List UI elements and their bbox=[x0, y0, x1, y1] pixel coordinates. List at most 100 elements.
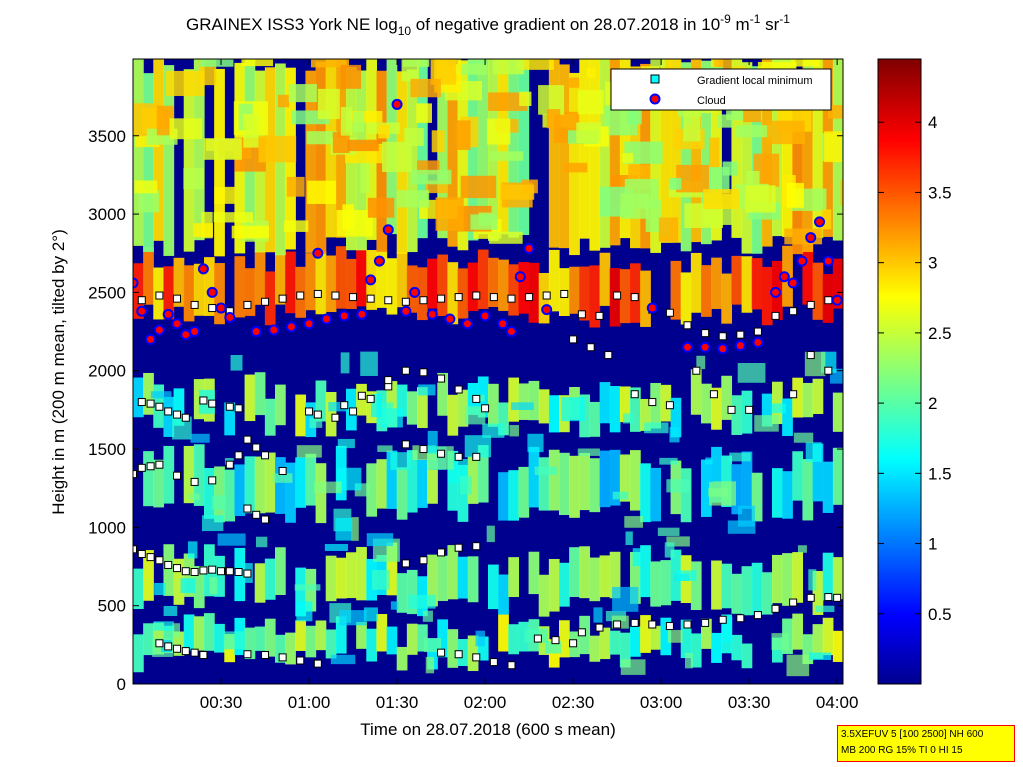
heatmap-cell bbox=[690, 252, 702, 313]
colorbar-tick-label: 3.5 bbox=[928, 183, 952, 202]
heatmap-cell bbox=[745, 185, 776, 213]
heatmap-cell bbox=[822, 552, 834, 601]
heatmap-cell bbox=[397, 190, 430, 208]
heatmap-cell bbox=[612, 491, 629, 500]
heatmap-cell bbox=[782, 398, 793, 436]
heatmap-cell bbox=[528, 446, 540, 508]
heatmap-cell bbox=[376, 614, 388, 652]
gradient-minimum-marker bbox=[665, 308, 674, 317]
heatmap-cell bbox=[489, 151, 524, 161]
heatmap-cell bbox=[488, 92, 528, 111]
gradient-minimum-marker bbox=[313, 289, 322, 298]
heatmap-cell bbox=[822, 617, 834, 656]
legend-marker-cloud bbox=[649, 93, 661, 105]
heatmap-cell bbox=[386, 450, 398, 509]
heatmap-cell bbox=[589, 401, 601, 437]
cloud-marker bbox=[162, 308, 174, 320]
heatmap-cell bbox=[741, 256, 753, 313]
heatmap-cell bbox=[335, 557, 347, 599]
gradient-minimum-marker bbox=[789, 390, 798, 399]
gradient-minimum-marker bbox=[252, 510, 261, 519]
heatmap-cell bbox=[721, 375, 733, 420]
heatmap-cell bbox=[437, 555, 449, 601]
heatmap-cell bbox=[486, 525, 495, 543]
heatmap-cell bbox=[609, 630, 621, 655]
gradient-minimum-marker bbox=[208, 304, 217, 313]
heatmap-cell bbox=[307, 180, 337, 205]
heatmap-cell bbox=[163, 605, 178, 616]
heatmap-cell bbox=[782, 471, 793, 519]
heatmap-cell bbox=[802, 382, 814, 418]
gradient-minimum-marker bbox=[331, 291, 340, 300]
gradient-minimum-marker bbox=[243, 569, 252, 578]
heatmap-cell bbox=[467, 556, 479, 603]
heatmap-cell bbox=[386, 258, 398, 315]
heatmap-cell bbox=[579, 452, 591, 511]
heatmap-cell bbox=[214, 466, 225, 523]
gradient-minimum-marker bbox=[709, 390, 718, 399]
gradient-minimum-marker bbox=[437, 548, 446, 557]
cloud-marker bbox=[171, 318, 183, 330]
gradient-minimum-marker bbox=[296, 291, 305, 300]
heatmap-cell bbox=[376, 250, 388, 308]
gradient-minimum-marker bbox=[454, 385, 463, 394]
heatmap-cell bbox=[577, 448, 600, 456]
heatmap-cell bbox=[363, 607, 378, 622]
gradient-minimum-marker bbox=[736, 330, 745, 339]
heatmap-cell bbox=[619, 269, 631, 324]
heatmap-cell bbox=[518, 262, 530, 314]
cloud-marker bbox=[250, 326, 262, 338]
y-tick-label: 0 bbox=[117, 675, 126, 694]
heatmap-cell bbox=[396, 467, 408, 520]
heatmap-cell bbox=[619, 632, 631, 668]
heatmap-cell bbox=[169, 118, 203, 140]
heatmap-cell bbox=[660, 617, 672, 656]
heatmap-cell bbox=[518, 466, 530, 518]
heatmap-cell bbox=[418, 384, 436, 396]
gradient-minimum-marker bbox=[137, 398, 146, 407]
heatmap-cell bbox=[832, 557, 843, 600]
heatmap-cell bbox=[786, 654, 810, 677]
heatmap-cell bbox=[722, 161, 738, 176]
heatmap-cell bbox=[772, 381, 783, 424]
heatmap-cell bbox=[620, 193, 650, 219]
heatmap-cell bbox=[792, 613, 804, 650]
heatmap-cell bbox=[751, 562, 763, 616]
heatmap-cell bbox=[183, 69, 195, 252]
heatmap-cell bbox=[258, 135, 297, 163]
heatmap-cell bbox=[396, 573, 408, 613]
heatmap-cell bbox=[664, 542, 675, 558]
gradient-minimum-marker bbox=[472, 291, 481, 300]
y-tick-label: 2000 bbox=[88, 362, 126, 381]
heatmap-cell bbox=[690, 369, 702, 415]
heatmap-cell bbox=[771, 403, 786, 414]
heatmap-cell bbox=[390, 601, 399, 610]
heatmap-cell bbox=[295, 394, 307, 437]
heatmap-cell bbox=[133, 263, 144, 319]
heatmap-cell bbox=[346, 552, 357, 599]
heatmap-cell bbox=[701, 265, 712, 317]
heatmap-cell bbox=[423, 638, 442, 653]
heatmap-cell bbox=[498, 574, 509, 615]
heatmap-cell bbox=[328, 402, 350, 412]
heatmap-cell bbox=[150, 391, 172, 399]
gradient-minimum-marker bbox=[489, 658, 498, 667]
heatmap-cell bbox=[708, 488, 729, 497]
heatmap-cell bbox=[509, 425, 519, 437]
heatmap-cell bbox=[264, 618, 276, 657]
heatmap-cell bbox=[670, 59, 682, 243]
heatmap-cell bbox=[244, 374, 256, 422]
heatmap-cell bbox=[812, 378, 824, 415]
y-axis-label: Height in m (200 m mean, tilted by 2°) bbox=[49, 229, 68, 515]
cloud-marker bbox=[505, 326, 517, 338]
gradient-minimum-marker bbox=[419, 368, 428, 377]
heatmap-cell bbox=[153, 621, 174, 631]
gradient-minimum-marker bbox=[349, 293, 358, 302]
heatmap-cell bbox=[377, 445, 393, 452]
heatmap-cell bbox=[209, 577, 218, 595]
gradient-minimum-marker bbox=[771, 311, 780, 320]
gradient-minimum-marker bbox=[507, 294, 516, 303]
heatmap-cell bbox=[761, 572, 773, 615]
heatmap-cell bbox=[305, 625, 317, 658]
heatmap-cell bbox=[792, 451, 804, 501]
